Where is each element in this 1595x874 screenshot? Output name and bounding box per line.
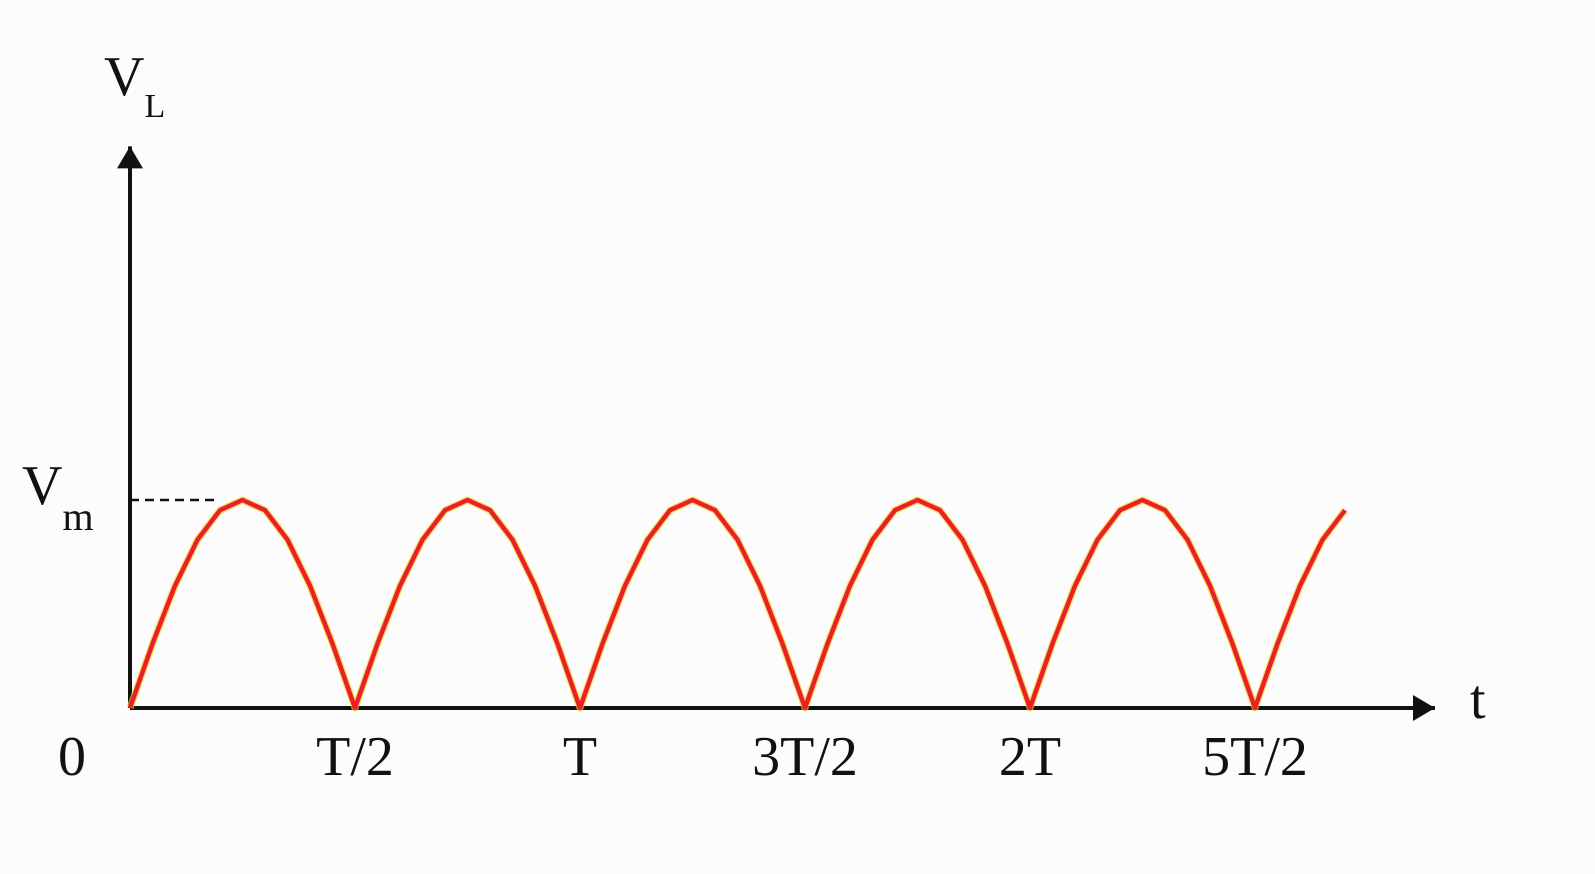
x-tick-label: T/2 [316, 726, 394, 788]
x-tick-label: T [563, 726, 597, 788]
y-axis-label-sub: L [144, 88, 165, 125]
line [127, 497, 1347, 711]
x-tick-label: 3T/2 [752, 726, 858, 788]
y-tick-label: Vm [22, 455, 94, 539]
x-axis-arrow [1413, 695, 1435, 721]
y-axis-label-main: V [104, 46, 144, 108]
x-tick-label: 0 [58, 726, 86, 788]
x-tick-label: 5T/2 [1202, 726, 1308, 788]
y-axis-arrow [117, 146, 143, 169]
y-tick-label-sub: m [62, 494, 93, 539]
y-tick-label-main: V [22, 455, 62, 517]
x-axis-label: t [1470, 669, 1486, 731]
x-tick-label: 2T [999, 726, 1061, 788]
y-axis-label: VL [104, 46, 165, 125]
